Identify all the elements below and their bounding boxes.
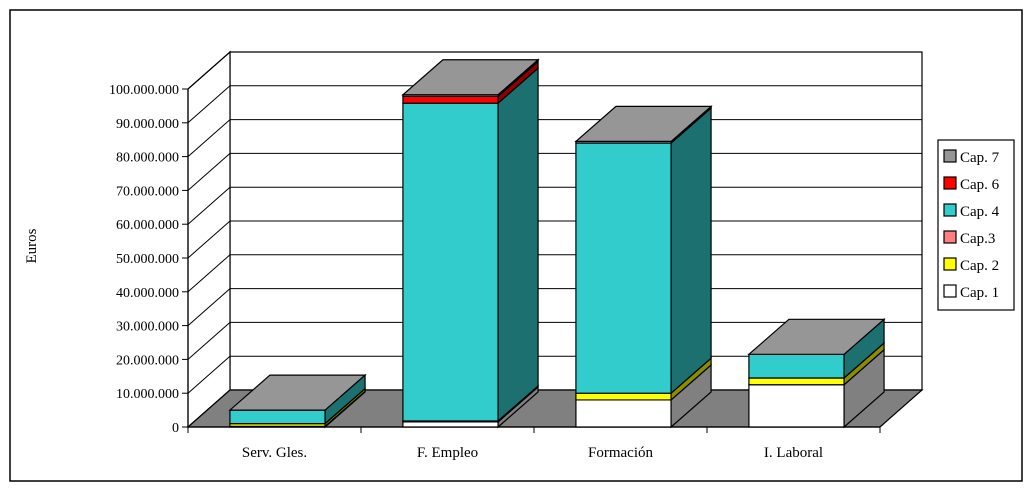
legend: Cap. 7 Cap. 6 Cap. 4 Cap.3 Cap. 2 Cap. 1 — [937, 139, 1015, 311]
legend-label: Cap. 4 — [960, 204, 1000, 220]
gridline-side — [187, 288, 231, 326]
x-category-label: Serv. Gles. — [242, 445, 307, 461]
legend-swatch — [943, 284, 957, 298]
bar-segment-front — [575, 392, 672, 401]
x-axis-labels: Serv. Gles. F. Empleo Formación I. Laboral — [242, 445, 823, 461]
gridline-side — [187, 322, 231, 360]
gridline-side — [187, 85, 231, 124]
y-axis: 0 10.000.000 20.000.000 30.000.000 40.000.00… — [109, 83, 881, 436]
bar-segment-front — [402, 102, 499, 422]
bar-segment-front — [575, 142, 672, 394]
legend-label: Cap.3 — [960, 231, 995, 247]
legend-label: Cap. 1 — [960, 285, 999, 301]
bar-segment-front — [748, 384, 845, 428]
legend-label: Cap. 6 — [960, 177, 1000, 193]
y-tick-label: 20.000.000 — [116, 353, 179, 368]
legend-swatch — [943, 257, 957, 271]
bar-top — [747, 318, 886, 355]
bar-segment-front — [575, 399, 672, 428]
legend-label: Cap. 2 — [960, 258, 999, 274]
x-category-label: I. Laboral — [764, 445, 823, 461]
y-tick-label: 0 — [172, 421, 179, 436]
bar-segment-front — [402, 95, 499, 104]
bar-segment-front — [748, 377, 845, 386]
gridline-side — [187, 186, 231, 225]
bar-segment-front — [748, 353, 845, 379]
y-tick-label: 10.000.000 — [116, 387, 179, 402]
gridline-side — [187, 153, 231, 191]
legend-swatch — [943, 230, 957, 244]
gridline-side — [187, 254, 231, 293]
legend-swatch — [943, 203, 957, 217]
legend-box — [937, 139, 1015, 311]
bar-segment-front — [229, 409, 326, 425]
y-axis-title: Euros — [24, 228, 40, 263]
y-tick-label: 50.000.000 — [116, 252, 179, 267]
gridline-side — [187, 119, 231, 157]
y-tick-label: 30.000.000 — [116, 320, 179, 335]
gridline-side — [187, 51, 231, 90]
y-tick-label: 80.000.000 — [116, 151, 179, 166]
bar-top — [401, 59, 540, 96]
gridline-side — [187, 355, 231, 394]
y-tick-label: 40.000.000 — [116, 286, 179, 301]
legend-label: Cap. 7 — [960, 150, 1000, 166]
y-tick-label: 60.000.000 — [116, 218, 179, 233]
legend-swatch — [943, 176, 957, 190]
x-category-label: F. Empleo — [417, 445, 478, 461]
bar-segment-front — [402, 421, 499, 428]
legend-swatch — [943, 149, 957, 163]
bars — [228, 58, 886, 429]
bar-top — [574, 105, 713, 142]
bar-top — [228, 374, 367, 411]
x-category-label: Formación — [588, 445, 653, 461]
gridline-side — [187, 220, 231, 259]
y-tick-label: 90.000.000 — [116, 117, 179, 132]
bar-segment-side — [497, 66, 539, 423]
y-tick-label: 100.000.000 — [109, 83, 179, 98]
y-tick-label: 70.000.000 — [116, 184, 179, 199]
bar-segment-side — [670, 106, 712, 395]
